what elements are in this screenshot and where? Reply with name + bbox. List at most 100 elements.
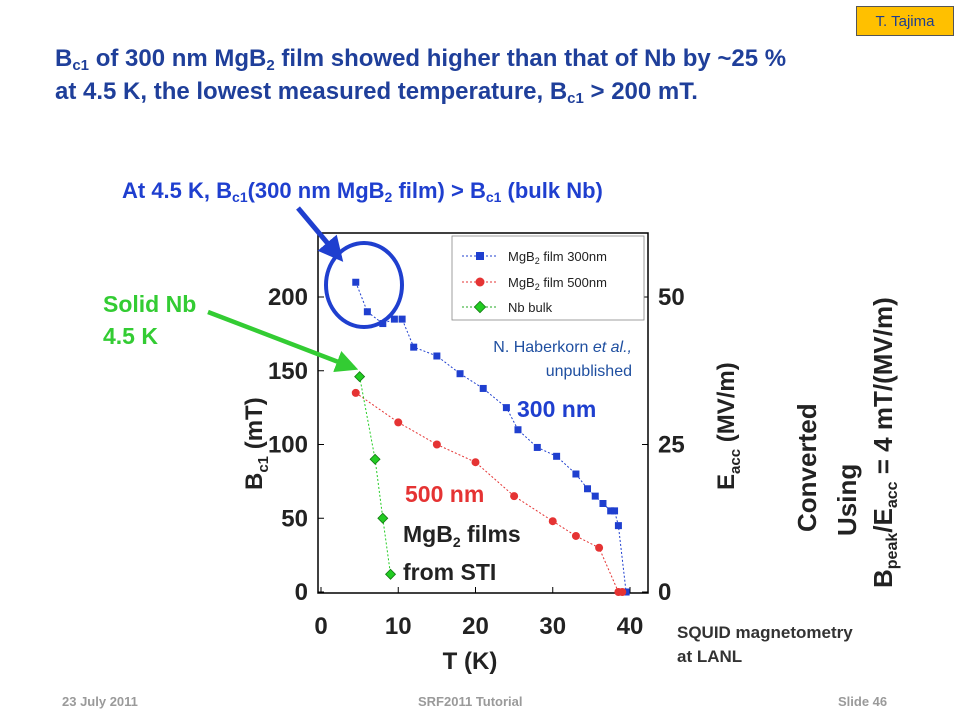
- legend-marker-500nm: [475, 277, 485, 287]
- y-tick-label: 200: [268, 284, 308, 311]
- right-tick-label: 25: [658, 432, 685, 459]
- footer-title: SRF2011 Tutorial: [418, 694, 523, 709]
- data-point-300nm: [614, 522, 622, 530]
- y-axis-title-unit: (mT): [241, 397, 268, 456]
- data-point-500nm: [618, 588, 627, 596]
- trend-line-nb-bulk: [359, 376, 391, 575]
- plot-frame: [317, 232, 649, 594]
- legend: MgB2 film 300nm MgB2 film 500nm Nb bulk: [451, 235, 645, 321]
- callout-subscript: 2: [384, 189, 393, 205]
- data-point-nb-bulk: [385, 568, 397, 580]
- headline-line-1: Bc1 of 300 nm MgB2 film showed higher th…: [55, 42, 925, 75]
- legend-marker-nb: [473, 300, 487, 314]
- using-label: Using: [832, 463, 862, 536]
- data-point-nb-bulk: [369, 453, 381, 465]
- formula-text: = 4 mT/(MV/m): [868, 297, 898, 482]
- footer-date: 23 July 2011: [62, 694, 138, 709]
- y-tick-label: 100: [268, 432, 308, 459]
- conversion-formula: Bpeak/Eacc = 4 mT/(MV/m): [868, 297, 901, 588]
- data-point-500nm: [394, 418, 403, 427]
- legend-label-nb: Nb bulk: [508, 300, 553, 315]
- legend-label-sub: 2: [535, 282, 540, 292]
- x-tick-label: 40: [617, 613, 644, 640]
- headline-subscript: c1: [567, 90, 584, 107]
- x-axis-title: T (K): [443, 648, 498, 675]
- x-tick-label: 20: [462, 613, 489, 640]
- data-point-300nm: [514, 426, 522, 434]
- mgb2-films-label: MgB2 films: [403, 521, 521, 550]
- squid-note-line-2: at LANL: [677, 647, 743, 666]
- x-tick-label: 30: [539, 613, 566, 640]
- x-axis-ticks: 0 10 20 30 40: [314, 587, 643, 640]
- data-point-300nm: [533, 443, 541, 451]
- headline-line-2: at 4.5 K, the lowest measured temperatur…: [55, 75, 925, 108]
- legend-marker-300nm: [476, 252, 484, 260]
- from-sti-label: from STI: [403, 559, 496, 585]
- legend-label-sub: 2: [535, 256, 540, 266]
- headline-text: at 4.5 K, the lowest measured temperatur…: [55, 78, 568, 105]
- callout-text: (bulk Nb): [501, 178, 603, 203]
- y-axis-title-sub: c1: [255, 456, 272, 473]
- bc1-comparison-callout: At 4.5 K, Bc1(300 nm MgB2 film) > Bc1 (b…: [122, 178, 603, 204]
- headline-text: > 200 mT.: [583, 78, 698, 105]
- data-point-300nm: [479, 384, 487, 392]
- data-point-300nm: [599, 500, 607, 507]
- haberkorn-unpublished: unpublished: [546, 363, 632, 380]
- headline-text: of 300 nm MgB: [89, 45, 267, 72]
- data-point-nb-bulk: [377, 512, 389, 524]
- data-point-nb-bulk: [354, 371, 366, 383]
- solid-nb-label: Solid Nb 4.5 K: [103, 288, 196, 352]
- data-point-300nm: [607, 507, 615, 515]
- data-point-300nm: [553, 452, 561, 460]
- data-point-300nm: [363, 308, 371, 316]
- legend-label-300nm: MgB2 film 300nm: [508, 249, 607, 266]
- converted-label: Converted: [792, 403, 822, 532]
- data-point-500nm: [595, 543, 604, 552]
- highlight-circle: [324, 241, 404, 329]
- callout-subscript: c1: [232, 189, 248, 205]
- right-axis-title: Eacc (MV/m): [713, 362, 744, 490]
- right-axis-ticks: 0 25 50: [642, 284, 685, 606]
- legend-label-500nm: MgB2 film 500nm: [508, 275, 607, 292]
- right-axis-title-main: E: [713, 474, 740, 490]
- data-point-300nm: [584, 485, 592, 493]
- x-tick-label: 0: [314, 613, 327, 640]
- data-point-300nm: [433, 352, 441, 360]
- y-tick-label: 0: [295, 579, 308, 606]
- legend-label-text: film 500nm: [540, 275, 607, 290]
- data-point-500nm: [548, 517, 557, 526]
- legend-label-text: film 300nm: [540, 249, 607, 264]
- right-tick-label: 50: [658, 284, 685, 311]
- data-point-300nm: [398, 315, 406, 323]
- y-axis-title-main: B: [241, 473, 268, 490]
- legend-label-text: MgB: [508, 249, 535, 264]
- formula-sub: acc: [884, 481, 901, 509]
- mgb2-text: MgB: [403, 521, 453, 547]
- author-tag: T. Tajima: [856, 6, 954, 36]
- callout-arrow: [296, 206, 344, 262]
- series-lines: [355, 282, 627, 593]
- data-point-300nm: [572, 470, 580, 478]
- data-point-500nm: [510, 492, 519, 501]
- solid-nb-arrow: [207, 309, 359, 373]
- mgb2-text: films: [461, 521, 521, 547]
- trend-line-500nm: [355, 392, 623, 593]
- data-point-500nm: [571, 531, 580, 540]
- formula-text: /E: [868, 508, 898, 533]
- slide-headline: Bc1 of 300 nm MgB2 film showed higher th…: [55, 42, 925, 108]
- data-point-300nm: [390, 315, 398, 323]
- y-tick-label: 50: [281, 505, 308, 532]
- data-point-300nm: [611, 507, 619, 515]
- data-point-300nm: [410, 343, 418, 351]
- formula-text: B: [868, 569, 898, 588]
- data-point-300nm: [456, 370, 464, 378]
- mgb2-sub: 2: [453, 534, 461, 550]
- data-point-300nm: [591, 492, 599, 500]
- y-axis-ticks: 0 50 100 150 200: [268, 284, 324, 606]
- data-point-500nm: [351, 388, 360, 397]
- headline-subscript: 2: [266, 57, 275, 74]
- data-point-500nm: [432, 440, 441, 449]
- haberkorn-name: N. Haberkorn: [493, 339, 593, 356]
- footer-slide-number: Slide 46: [838, 694, 888, 709]
